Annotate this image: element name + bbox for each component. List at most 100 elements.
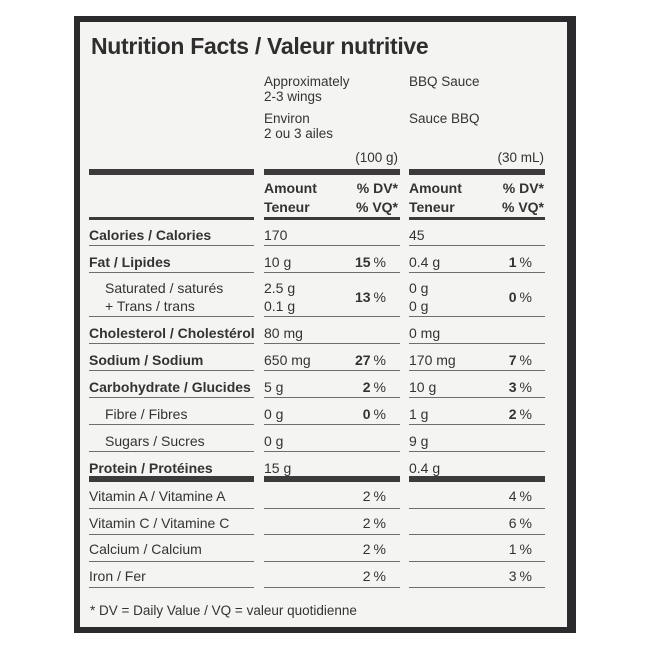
amount-value: 15 g (264, 460, 292, 476)
row-divider (409, 397, 545, 398)
row-divider (89, 316, 254, 317)
dv-cell: 15% (320, 254, 386, 270)
amount-value: 0 g (409, 298, 429, 314)
row-divider (409, 508, 545, 509)
rule-thick (409, 169, 545, 175)
amount-value: 0.4 g (409, 254, 441, 270)
percent-sign: % (519, 379, 532, 395)
dv-value: 1 (508, 254, 517, 270)
vitamin-label: Vitamin C / Vitamine C (89, 514, 230, 531)
dv-cell: 27% (320, 352, 386, 368)
dv-value: 2 (362, 514, 371, 531)
row-divider (264, 451, 400, 452)
dv-value: 3 (508, 379, 517, 395)
amount-value: 0.1 g (264, 298, 296, 314)
amount-value: 10 g (264, 254, 292, 270)
amount-value: 0 g (264, 433, 284, 449)
percent-sign: % (373, 567, 386, 584)
col2-serving: (30 mL) (497, 150, 544, 165)
amount-value: 650 mg (264, 352, 311, 368)
percent-sign: % (519, 289, 532, 305)
row-divider (409, 316, 545, 317)
dv-cell: 13% (320, 289, 386, 305)
row-divider (264, 561, 400, 562)
amount-value: 1 g (409, 406, 429, 422)
row-divider (89, 424, 254, 425)
col1-amount-header: Amount Teneur (264, 179, 317, 217)
dv-value: 0 (508, 289, 517, 305)
row-divider (89, 370, 254, 371)
amount-value: 9 g (409, 433, 429, 449)
rule-bottom (409, 587, 545, 588)
row-divider (409, 370, 545, 371)
dv-value: 2 (508, 406, 517, 422)
row-divider (409, 343, 545, 344)
percent-sign: % (519, 254, 532, 270)
percent-sign: % (373, 254, 386, 270)
row-divider (89, 451, 254, 452)
row-divider (264, 343, 400, 344)
col2-amount-header: Amount Teneur (409, 179, 462, 217)
percent-sign: % (519, 514, 532, 531)
dv-value: 0 (362, 406, 371, 422)
row-divider (264, 534, 400, 535)
dv-cell: 6% (466, 515, 532, 531)
dv-cell: 2% (320, 541, 386, 557)
row-label: Fibre / Fibres (105, 406, 188, 422)
dv-cell: 0% (466, 289, 532, 305)
label-title: Nutrition Facts / Valeur nutritive (91, 33, 429, 59)
dv-value: 13 (354, 289, 371, 305)
col1-header-line: Environ (264, 111, 310, 126)
rule-thick (264, 476, 400, 482)
row-label: Sodium / Sodium (89, 352, 204, 368)
amount-value: 170 mg (409, 352, 456, 368)
rule-thick (89, 169, 254, 175)
amount-value: 0 mg (409, 325, 441, 341)
row-divider (409, 272, 545, 273)
rule-medium (89, 217, 254, 220)
dv-cell: 2% (320, 515, 386, 531)
dv-cell: 3% (466, 379, 532, 395)
dv-value: 7 (508, 352, 517, 368)
dv-value: 3 (508, 567, 517, 584)
col2-header-line: Sauce BBQ (409, 111, 480, 126)
percent-sign: % (519, 567, 532, 584)
dv-value: 6 (508, 514, 517, 531)
amount-label: Amount (264, 180, 317, 196)
row-label: Carbohydrate / Glucides (89, 379, 251, 395)
percent-sign: % (373, 379, 386, 395)
percent-sign: % (373, 488, 386, 504)
amount-value: 80 mg (264, 325, 303, 341)
row-divider (89, 272, 254, 273)
dv-value: 2 (362, 488, 371, 504)
row-divider (409, 561, 545, 562)
row-divider (264, 316, 400, 317)
dv-value: 4 (508, 488, 517, 504)
row-divider (89, 508, 254, 509)
row-divider (264, 508, 400, 509)
row-divider (409, 534, 545, 535)
dv-value: 27 (354, 352, 371, 368)
col2-header-line: BBQ Sauce (409, 74, 480, 89)
row-divider (264, 245, 400, 246)
dv-cell: 2% (320, 568, 386, 584)
rule-thick (89, 476, 254, 482)
dv-value: 15 (354, 254, 371, 270)
amount-value: 5 g (264, 379, 284, 395)
rule-bottom (89, 587, 254, 588)
col2-header: BBQ Sauce Sauce BBQ (409, 74, 480, 126)
percent-sign: % (373, 406, 386, 422)
amount-value: 0 g (264, 406, 284, 422)
amount-value: 0 g (409, 280, 429, 296)
col1-serving: (100 g) (355, 150, 398, 165)
dv-value: 2 (362, 541, 371, 557)
row-divider (264, 370, 400, 371)
row-divider (264, 397, 400, 398)
percent-sign: % (373, 514, 386, 531)
dv-value: 1 (508, 541, 517, 557)
dv-cell: 2% (466, 406, 532, 422)
percent-sign: % (519, 406, 532, 422)
row-divider (89, 561, 254, 562)
row-label: Cholesterol / Cholestérol (89, 325, 255, 341)
dv-cell: 7% (466, 352, 532, 368)
